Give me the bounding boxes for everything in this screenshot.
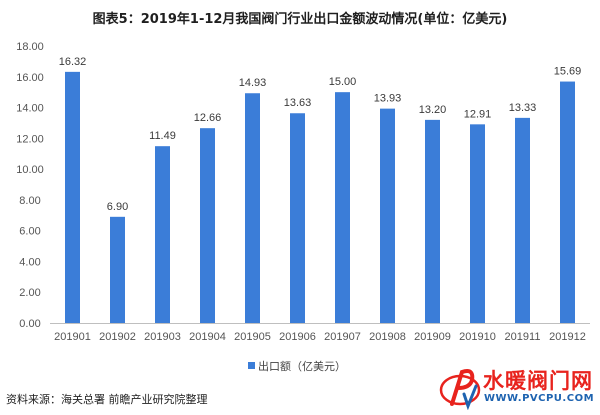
bar-value-label: 13.63 — [284, 97, 312, 109]
bar — [245, 93, 260, 323]
site-logo: 水暖阀门网 WWW.PVCPU.COM — [438, 364, 598, 412]
source-note: 资料来源：海关总署 前瞻产业研究院整理 — [6, 393, 208, 406]
y-tick-label: 10.00 — [16, 164, 44, 176]
y-tick-label: 8.00 — [19, 195, 40, 207]
legend-label: 出口额（亿美元） — [258, 359, 346, 373]
x-tick-label: 201904 — [189, 331, 226, 343]
bar-value-label: 15.69 — [554, 66, 582, 78]
bar-value-label: 13.20 — [419, 104, 447, 116]
bar-value-label: 6.90 — [107, 201, 128, 213]
bar-value-label: 16.32 — [59, 56, 87, 68]
x-tick-label: 201908 — [369, 331, 406, 343]
bar — [425, 119, 440, 323]
bar — [515, 117, 530, 323]
bar-value-label: 12.66 — [194, 112, 222, 124]
bar — [380, 108, 395, 323]
logo-text: 水暖阀门网 — [483, 369, 593, 393]
x-tick-label: 201910 — [459, 331, 496, 343]
bar — [155, 146, 170, 323]
bar — [470, 124, 485, 324]
y-tick-label: 18.00 — [16, 41, 44, 53]
x-tick-label: 201901 — [54, 331, 91, 343]
bar — [335, 92, 350, 324]
bar-value-label: 15.00 — [329, 76, 357, 88]
y-tick-label: 2.00 — [19, 287, 40, 299]
x-tick-label: 201911 — [505, 331, 541, 343]
y-tick-label: 12.00 — [16, 133, 44, 145]
logo-url: WWW.PVCPU.COM — [484, 393, 595, 404]
bar-value-label: 11.49 — [149, 130, 176, 142]
bar — [110, 216, 125, 323]
y-tick-label: 6.00 — [19, 226, 40, 238]
bar-value-label: 12.91 — [464, 108, 492, 120]
y-tick-label: 0.00 — [19, 318, 40, 330]
bar — [560, 81, 575, 323]
chart-title: 图表5：2019年1-12月我国阀门行业出口金额波动情况(单位：亿美元) — [92, 12, 508, 27]
x-tick-label: 201907 — [324, 331, 361, 343]
bar-value-label: 14.93 — [239, 77, 267, 89]
bar-value-label: 13.33 — [509, 102, 537, 114]
x-tick-label: 201906 — [279, 331, 316, 343]
x-tick-label: 201903 — [144, 331, 181, 343]
logo-mark-icon — [439, 369, 481, 410]
x-tick-label: 201909 — [414, 331, 451, 343]
legend-swatch — [248, 362, 255, 369]
bar — [65, 71, 80, 323]
y-tick-label: 16.00 — [16, 72, 44, 84]
x-tick-label: 201905 — [234, 331, 271, 343]
x-tick-label: 201912 — [549, 331, 586, 343]
bar — [290, 113, 305, 323]
bar-value-label: 13.93 — [374, 93, 402, 105]
y-tick-label: 4.00 — [19, 256, 40, 268]
y-tick-label: 14.00 — [16, 103, 44, 115]
bar — [200, 128, 215, 323]
x-tick-label: 201902 — [99, 331, 136, 343]
